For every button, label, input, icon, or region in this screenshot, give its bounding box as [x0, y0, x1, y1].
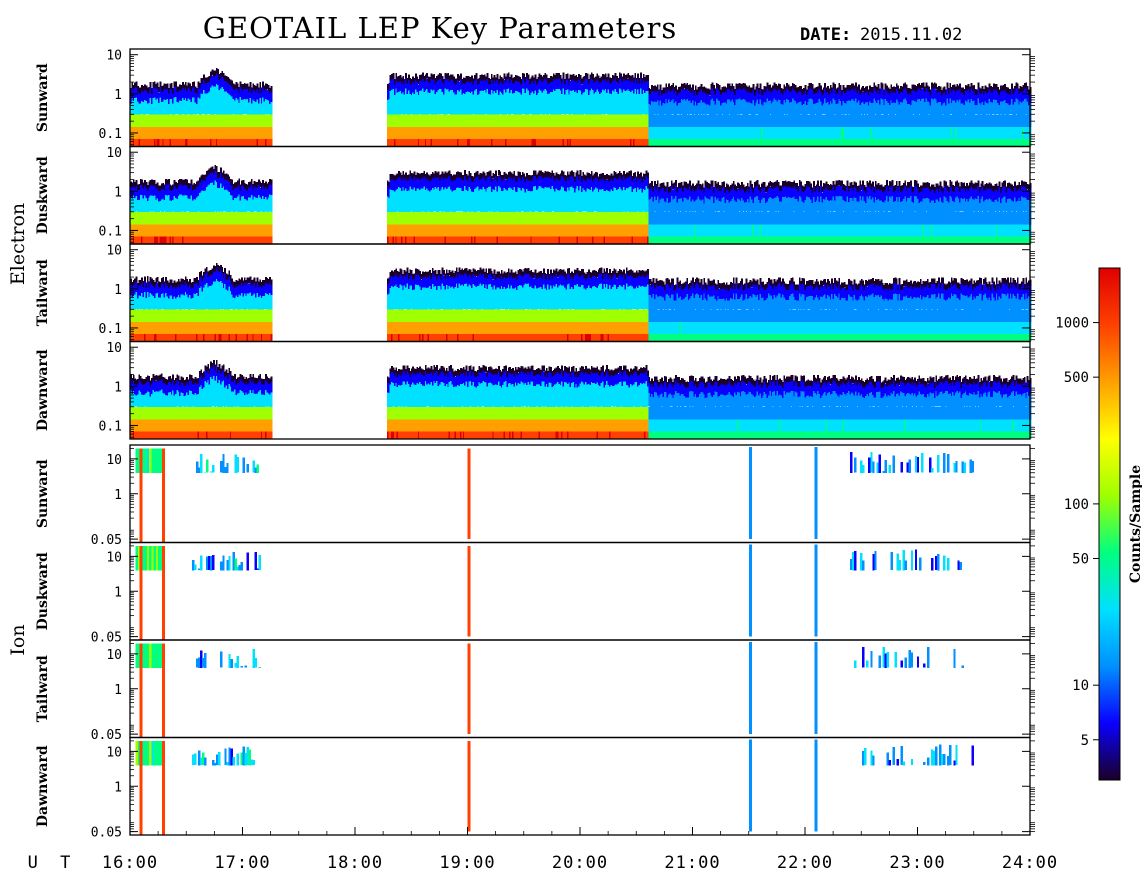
- panel-i_dusk: Duskward 10 1 0.05: [35, 541, 1035, 646]
- y-tick-label: 1: [114, 488, 122, 503]
- colorbar-gradient: [1098, 267, 1121, 781]
- y-tick-label: 0.05: [91, 533, 122, 548]
- panel-data-e_sun: [130, 68, 1032, 147]
- y-tick-label: 0.1: [99, 127, 122, 142]
- y-tick-label: 1: [114, 585, 122, 600]
- x-tick-label: 22:00: [777, 853, 833, 873]
- panel-label-e_dusk: Duskward: [35, 156, 51, 234]
- panel-data-e_dusk: [130, 164, 1032, 244]
- date-label: DATE:: [800, 25, 851, 45]
- colorbar-label: Counts/Sample: [1128, 465, 1142, 583]
- y-tick-label: 1: [114, 780, 122, 795]
- panel-data-i_dawn: [135, 739, 974, 835]
- panel-label-i_dawn: Dawnward: [35, 745, 51, 827]
- panel-label-i_tail: Tailward: [35, 655, 51, 722]
- panel-frame-i_sun: [129, 444, 1031, 544]
- panel-label-e_dawn: Dawnward: [35, 349, 51, 431]
- colorbar-tick-label: 10: [1072, 678, 1089, 694]
- panel-e_sun: Sunward 10 1 0.1: [35, 48, 1035, 148]
- x-tick-label: 19:00: [439, 853, 495, 873]
- y-tick-label: 10: [106, 49, 122, 64]
- colorbar-tick-label: 500: [1064, 370, 1089, 386]
- panel-i_sun: Sunward 10 1 0.05: [35, 444, 1035, 548]
- x-tick-label: 24:00: [1002, 853, 1058, 873]
- panel-e_dawn: Dawnward 10 1 0.1: [35, 340, 1035, 440]
- y-tick-label: 0.05: [91, 631, 122, 646]
- panel-label-i_dusk: Duskward: [35, 552, 51, 630]
- x-axis-ticks: 16:00 17:00 18:00 19:00 20:00 21:00 22:00 23:00…: [102, 827, 1058, 873]
- y-tick-label: 0.1: [99, 322, 122, 337]
- colorbar-tick-label: 100: [1064, 497, 1089, 513]
- panel-data-i_dusk: [135, 544, 962, 640]
- panel-data-e_tail: [130, 263, 1032, 342]
- y-tick-label: 10: [106, 453, 122, 468]
- y-tick-label: 1: [114, 683, 122, 698]
- y-tick-label: 10: [106, 648, 122, 663]
- y-tick-label: 10: [106, 146, 122, 161]
- y-tick-label: 10: [106, 341, 122, 356]
- colorbar-tick-label: 50: [1072, 551, 1089, 567]
- date-value: 2015.11.02: [860, 25, 962, 45]
- panel-label-e_tail: Tailward: [35, 259, 51, 326]
- y-tick-label: 10: [106, 550, 122, 565]
- panel-frame-i_dawn: [129, 736, 1031, 836]
- x-axis-label: U T: [28, 853, 77, 873]
- x-tick-label: 21:00: [664, 853, 720, 873]
- y-tick-label: 1: [114, 283, 122, 298]
- y-tick-label: 0.05: [91, 826, 122, 841]
- panel-i_dawn: Dawnward 10 1 0.05: [35, 736, 1035, 841]
- x-tick-label: 16:00: [102, 853, 158, 873]
- y-tick-label: 1: [114, 185, 122, 200]
- y-tick-label: 1: [114, 88, 122, 103]
- group-label-electron: Electron: [7, 203, 29, 285]
- panel-i_tail: Tailward 10 1 0.05: [35, 639, 1035, 743]
- group-label-ion: Ion: [7, 624, 29, 655]
- spectrogram-panels: ElectronSunward1010.1Duskward1010.1Tailw…: [7, 48, 1035, 841]
- panel-data-i_tail: [135, 641, 964, 738]
- x-tick-label: 20:00: [552, 853, 608, 873]
- colorbar: 1000 500 100 50 10 5 Counts/Sample: [1055, 267, 1142, 781]
- panel-label-i_sun: Sunward: [35, 459, 51, 528]
- x-tick-label: 17:00: [214, 853, 270, 873]
- x-tick-label: 18:00: [327, 853, 383, 873]
- chart-title: GEOTAIL LEP Key Parameters: [203, 11, 677, 45]
- panel-e_tail: Tailward 10 1 0.1: [35, 243, 1035, 343]
- panel-e_dusk: Duskward 10 1 0.1: [35, 145, 1035, 245]
- panel-data-i_sun: [135, 446, 974, 543]
- colorbar-tick-label: 1000: [1055, 316, 1089, 332]
- x-tick-label: 23:00: [889, 853, 945, 873]
- y-tick-label: 0.1: [99, 419, 122, 434]
- y-tick-label: 0.1: [99, 224, 122, 239]
- y-tick-label: 10: [106, 244, 122, 259]
- y-tick-label: 10: [106, 745, 122, 760]
- colorbar-tick-label: 5: [1081, 733, 1089, 749]
- y-tick-label: 0.05: [91, 728, 122, 743]
- panel-data-e_dawn: [130, 360, 1032, 439]
- y-tick-label: 1: [114, 380, 122, 395]
- panel-frame-i_dusk: [129, 541, 1031, 641]
- panel-label-e_sun: Sunward: [35, 63, 51, 132]
